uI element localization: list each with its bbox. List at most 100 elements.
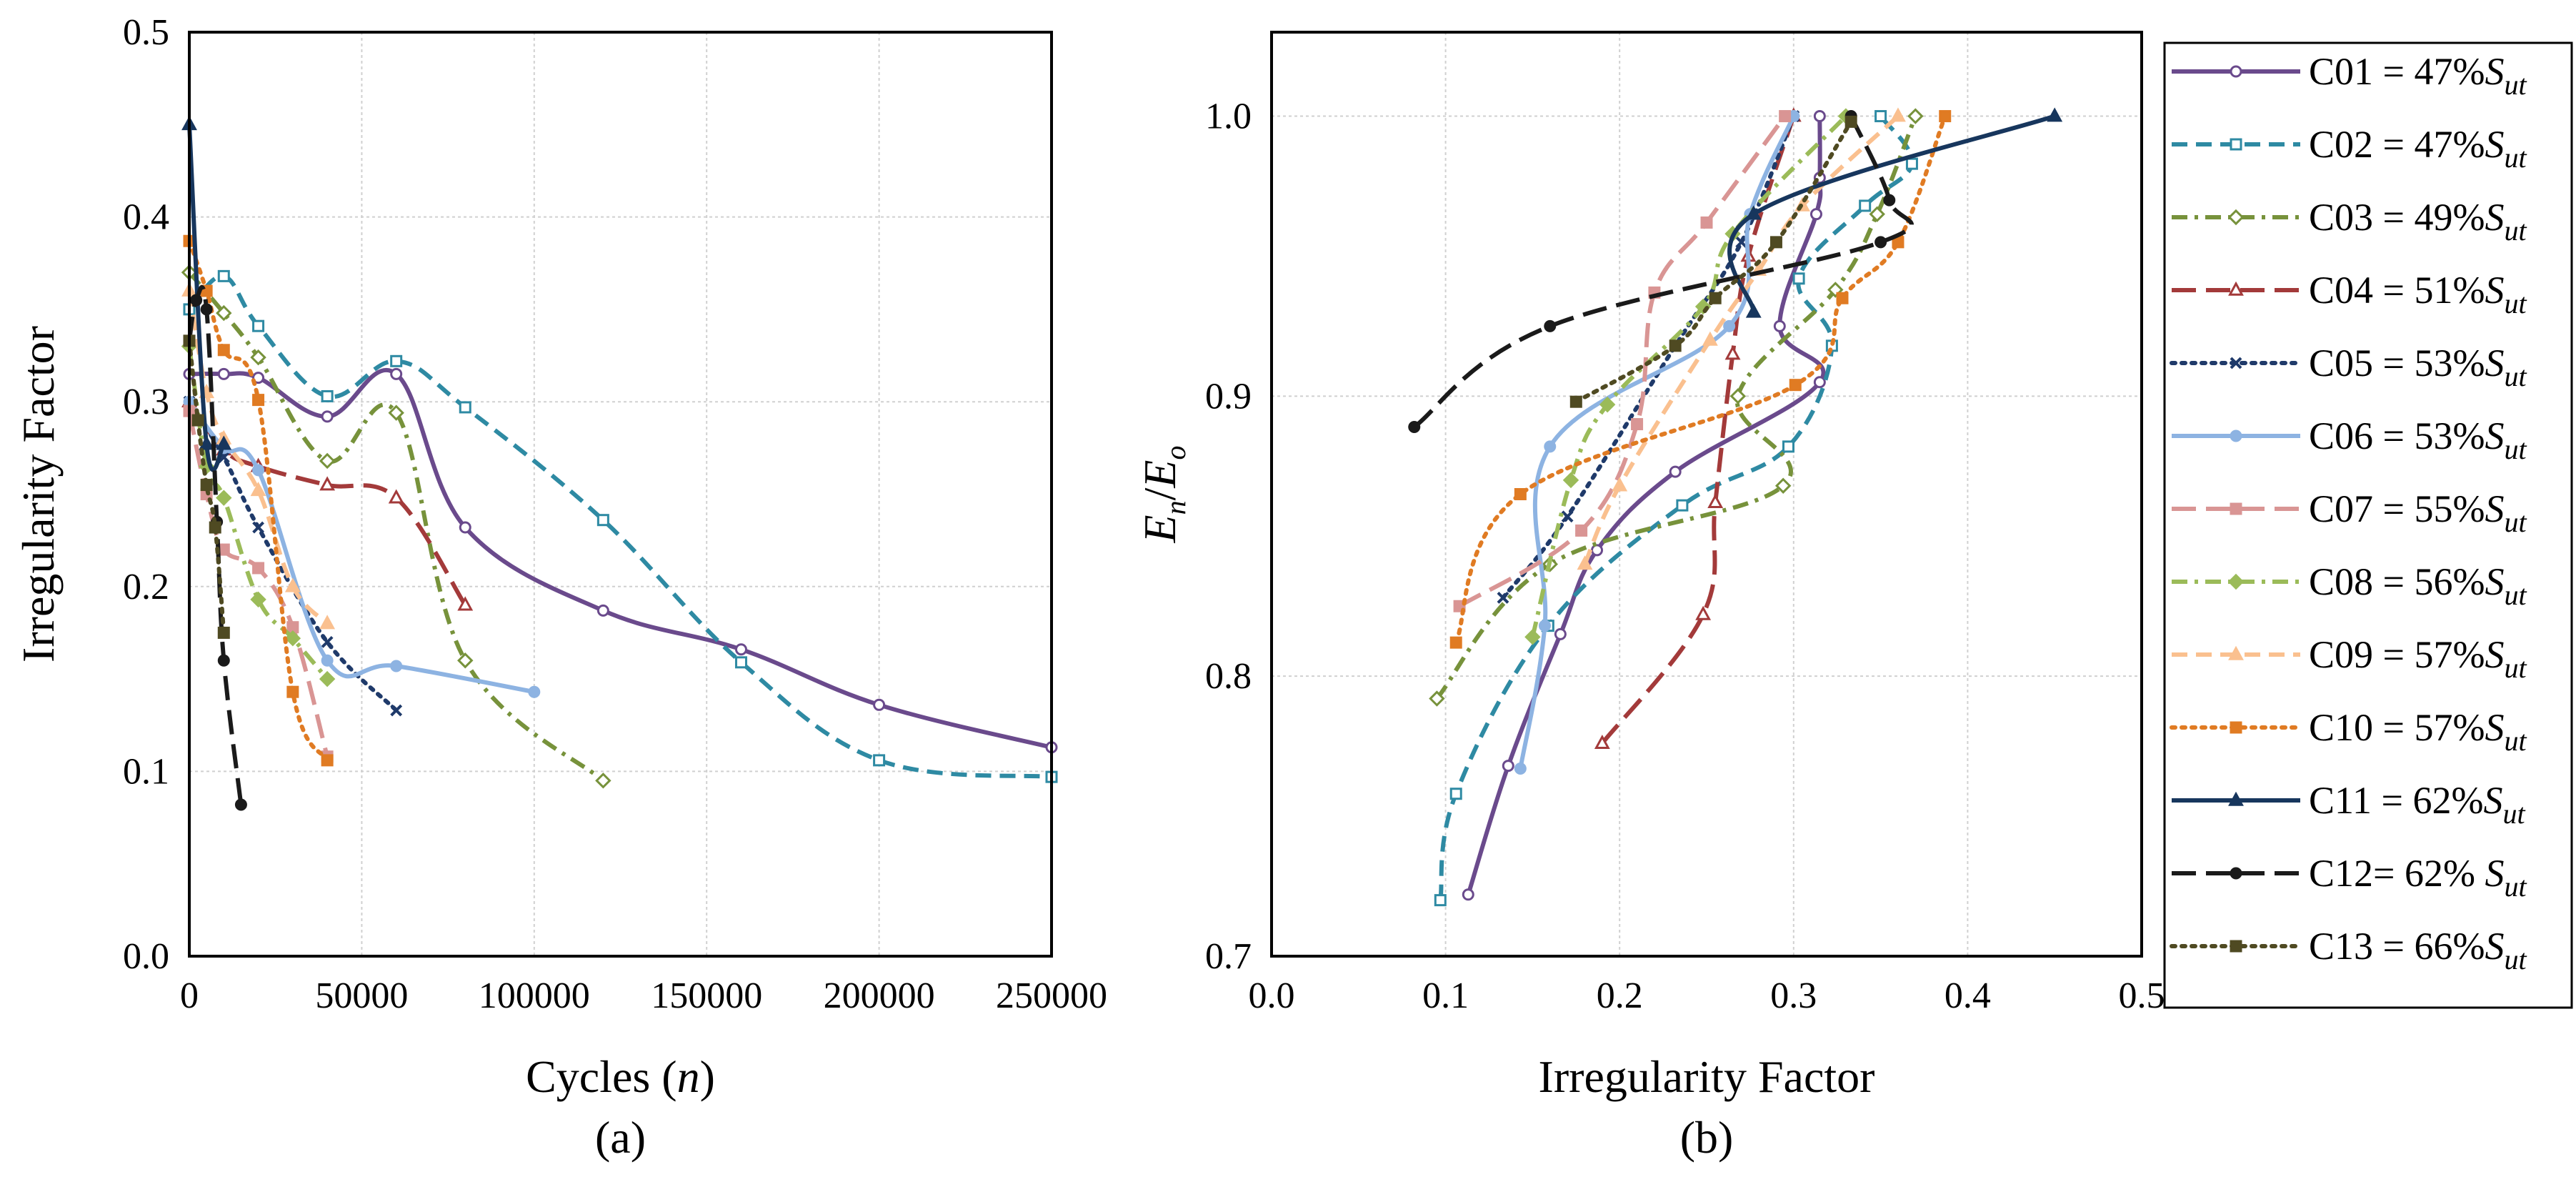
data-point-c08 (1562, 472, 1579, 489)
grid (1272, 32, 2142, 956)
data-point-c01 (1773, 319, 1786, 332)
data-point-c04 (1594, 734, 1610, 750)
legend-label: C12= 62% Sut (2309, 852, 2527, 903)
data-point-c01 (1669, 465, 1682, 478)
data-point-c02 (1905, 157, 1918, 170)
x-tick-label: 250000 (996, 975, 1107, 1016)
legend-label-prefix: C10 = 57% (2309, 706, 2485, 749)
data-point-c06 (1723, 319, 1736, 332)
y-var-den-sub: o (1159, 446, 1192, 460)
legend-label-prefix: C13 = 66% (2309, 925, 2485, 968)
panel-label: (b) (1680, 1112, 1734, 1163)
data-point-c13 (1844, 115, 1857, 128)
legend-marker (2230, 940, 2242, 953)
legend-label-sub: ut (2504, 652, 2527, 684)
legend-label-var: S (2485, 50, 2504, 93)
legend-item-c13: C13 = 66%Sut (2170, 925, 2527, 975)
y-tick-label: 1.0 (1205, 96, 1252, 137)
data-point-c08 (250, 591, 266, 608)
legend-label: C06 = 53%Sut (2309, 414, 2527, 465)
data-point-c09 (1612, 477, 1628, 492)
y-var-num-sub: n (1159, 500, 1192, 515)
legend-label: C10 = 57%Sut (2309, 706, 2527, 757)
legend-item-c05: C05 = 53%Sut (2170, 342, 2527, 392)
data-point-c03 (457, 652, 474, 669)
data-point-c02 (217, 269, 230, 282)
data-point-c10 (321, 754, 334, 767)
x-tick-label: 0.5 (2119, 975, 2165, 1016)
legend-marker (2227, 573, 2245, 590)
data-point-c10 (1836, 292, 1849, 304)
legend-label-prefix: C11 = 62% (2309, 779, 2483, 822)
data-point-c01 (1502, 760, 1514, 773)
x-tick-label: 0.2 (1597, 975, 1643, 1016)
data-point-c07 (1700, 216, 1713, 229)
legend-label: C03 = 49%Sut (2309, 196, 2527, 247)
legend-label-var: S (2485, 633, 2504, 676)
data-point-c07 (1575, 524, 1588, 537)
y-tick-label: 0.7 (1205, 936, 1252, 977)
data-point-c02 (459, 401, 471, 414)
legend-marker (2228, 645, 2244, 660)
data-point-c10 (217, 344, 230, 357)
legend-label-sub: ut (2504, 69, 2527, 101)
legend-label-sub: ut (2504, 725, 2527, 757)
data-point-c12 (1874, 236, 1887, 249)
data-point-c02 (1859, 199, 1872, 212)
legend-label: C01 = 47%Sut (2309, 50, 2527, 101)
data-point-c09 (1702, 331, 1718, 346)
y-axis-title: En/Eo (1134, 446, 1192, 544)
data-point-c06 (252, 464, 265, 477)
data-point-c11 (1745, 205, 1762, 220)
data-point-c06 (321, 654, 334, 667)
legend-item-c10: C10 = 57%Sut (2170, 706, 2527, 757)
x-tick-label: 50000 (315, 975, 408, 1016)
data-point-c10 (1449, 636, 1462, 649)
y-tick-label: 0.1 (123, 751, 169, 792)
y-axis-title: Irregularity Factor (13, 326, 64, 662)
data-point-c05 (1497, 592, 1509, 604)
data-point-c01 (734, 643, 747, 656)
legend-label-sub: ut (2504, 433, 2527, 465)
legend-label-var: S (2485, 925, 2504, 968)
chart-panel-b: 0.0 0.1 0.2 0.3 0.4 0.5 0.7 0.8 0.9 1.0 Irregulari… (1134, 31, 2165, 1163)
x-axis-title: Irregularity Factor (1539, 1051, 1875, 1102)
data-point-c12 (1544, 319, 1557, 332)
data-point-c03 (1429, 690, 1445, 707)
data-point-c03 (1869, 206, 1885, 222)
legend-item-c07: C07 = 55%Sut (2172, 487, 2527, 538)
data-point-c02 (321, 389, 334, 402)
paren: ) (700, 1051, 715, 1102)
legend-label-var: S (2485, 269, 2504, 312)
data-point-c05 (321, 635, 334, 648)
legend-label-prefix: C05 = 53% (2309, 342, 2485, 384)
data-point-c01 (1462, 888, 1474, 901)
y-tick-label: 0.9 (1205, 376, 1252, 417)
data-point-c13 (209, 521, 221, 534)
data-point-c03 (595, 773, 611, 789)
data-point-c03 (216, 304, 232, 322)
legend-label-prefix: C02 = 47% (2309, 123, 2485, 166)
data-point-c03 (1907, 108, 1924, 124)
data-point-c09 (319, 615, 336, 630)
data-point-c01 (252, 372, 265, 384)
data-point-c04 (457, 596, 474, 611)
data-point-c08 (284, 630, 301, 647)
legend-label-prefix: C09 = 57% (2309, 633, 2485, 676)
data-point-c10 (1789, 379, 1802, 392)
data-point-c03 (1774, 477, 1792, 494)
legend-label: C04 = 51%Sut (2309, 269, 2527, 319)
data-point-c05 (390, 704, 403, 717)
legend-label-prefix: C01 = 47% (2309, 50, 2485, 93)
x-tick-label: 0.4 (1945, 975, 1991, 1016)
legend-label-prefix: C03 = 49% (2309, 196, 2485, 239)
data-point-c01 (459, 521, 471, 534)
legend-item-c03: C03 = 49%Sut (2172, 196, 2527, 247)
series-line-c11 (187, 124, 226, 472)
data-point-c13 (191, 414, 204, 427)
x-axis-title-text: Irregularity Factor (1539, 1051, 1875, 1102)
legend-label-sub: ut (2504, 870, 2527, 903)
data-point-c04 (319, 476, 336, 491)
